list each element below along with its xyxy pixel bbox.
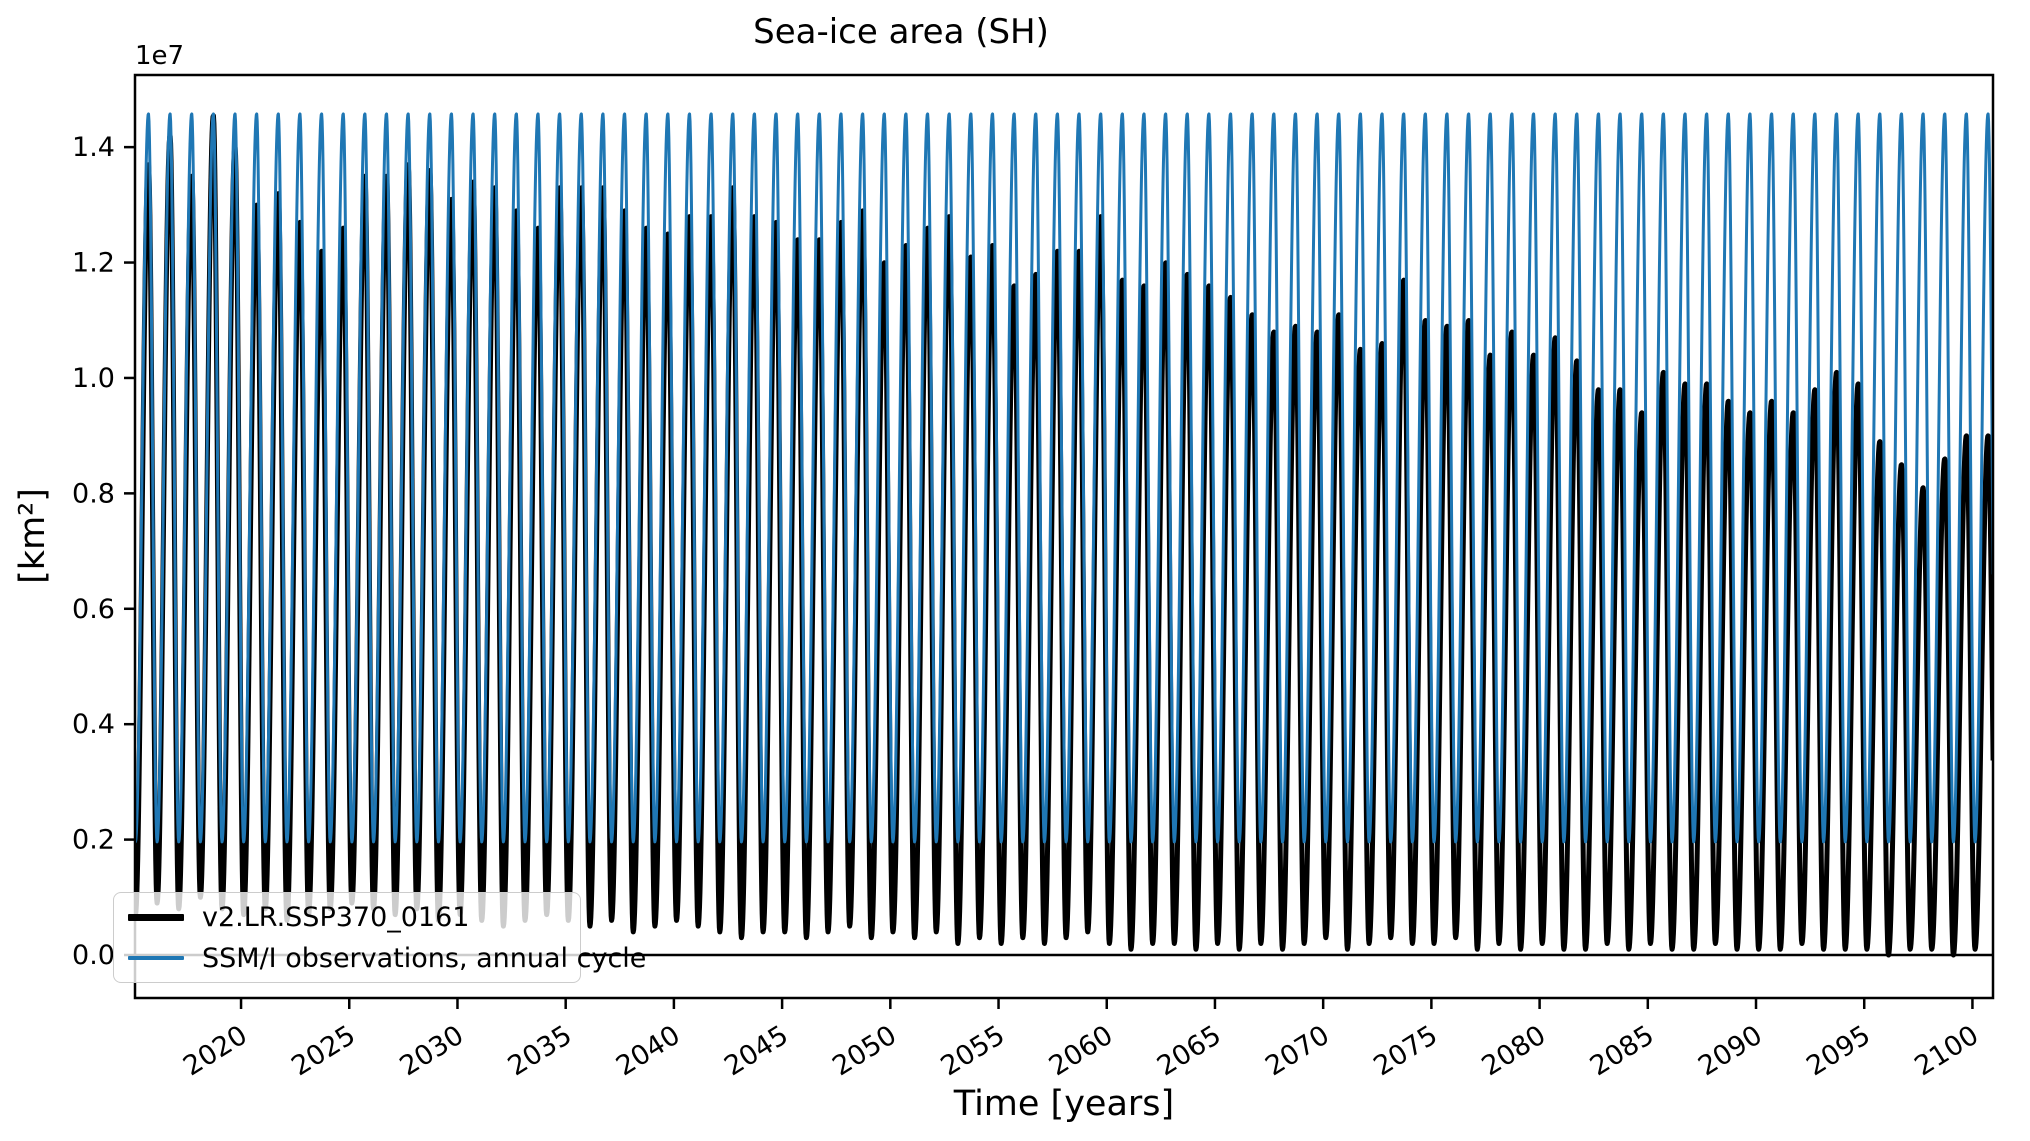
x-tick-label: 2065 [1152, 1020, 1227, 1083]
x-tick-label: 2100 [1909, 1020, 1984, 1083]
chart-title: Sea-ice area (SH) [753, 12, 1049, 52]
y-tick-label: 1.4 [72, 132, 115, 163]
legend-swatch-model [128, 913, 184, 921]
y-tick-label: 0.2 [72, 825, 115, 856]
x-tick-label: 2025 [286, 1020, 361, 1083]
x-tick-label: 2030 [394, 1020, 469, 1083]
x-tick-label: 2060 [1044, 1020, 1119, 1083]
x-axis-ticks: 2020 2025 2030 2035 2040 2045 2050 2055 2060 2065… [178, 998, 1984, 1082]
legend-swatch-obs [128, 956, 184, 960]
series-obs-line [135, 112, 1993, 844]
legend-item-obs: SSM/I observations, annual cycle [128, 943, 646, 974]
x-tick-label: 2080 [1477, 1020, 1552, 1083]
y-axis-ticks: 0.0 0.2 0.4 0.6 0.8 1.0 1.2 1.4 [72, 132, 135, 971]
x-tick-label: 2055 [936, 1020, 1011, 1083]
legend-item-model: v2.LR.SSP370_0161 [128, 902, 566, 933]
legend: v2.LR.SSP370_0161 SSM/I observations, an… [113, 892, 646, 983]
y-tick-label: 0.0 [72, 940, 115, 971]
y-tick-label: 1.2 [72, 248, 115, 279]
y-axis-label: [km²] [13, 488, 53, 584]
y-tick-label: 0.4 [72, 709, 115, 740]
x-tick-label: 2070 [1260, 1020, 1335, 1083]
y-axis-offset-text: 1e7 [135, 41, 184, 71]
x-axis-label: Time [years] [953, 1084, 1174, 1124]
x-tick-label: 2075 [1368, 1020, 1443, 1083]
x-tick-label: 2085 [1585, 1020, 1660, 1083]
y-tick-label: 0.8 [72, 478, 115, 509]
plot-border [133, 73, 1995, 1000]
x-tick-label: 2045 [719, 1020, 794, 1083]
y-tick-label: 1.0 [72, 363, 115, 394]
x-tick-label: 2020 [178, 1020, 253, 1083]
legend-label-model: v2.LR.SSP370_0161 [202, 901, 470, 933]
x-tick-label: 2090 [1693, 1020, 1768, 1083]
y-tick-label: 0.6 [72, 594, 115, 625]
x-tick-label: 2040 [611, 1020, 686, 1083]
x-tick-label: 2035 [503, 1020, 578, 1083]
x-tick-label: 2050 [827, 1020, 902, 1083]
legend-label-obs: SSM/I observations, annual cycle [202, 942, 647, 974]
x-tick-label: 2095 [1801, 1020, 1876, 1083]
